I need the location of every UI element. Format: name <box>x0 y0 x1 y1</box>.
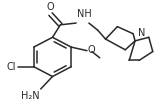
Text: NH: NH <box>77 9 92 19</box>
Text: Cl: Cl <box>7 62 16 72</box>
Text: O: O <box>47 2 54 12</box>
Text: H₂N: H₂N <box>21 91 40 101</box>
Text: O: O <box>88 45 96 55</box>
Text: N: N <box>138 28 145 38</box>
